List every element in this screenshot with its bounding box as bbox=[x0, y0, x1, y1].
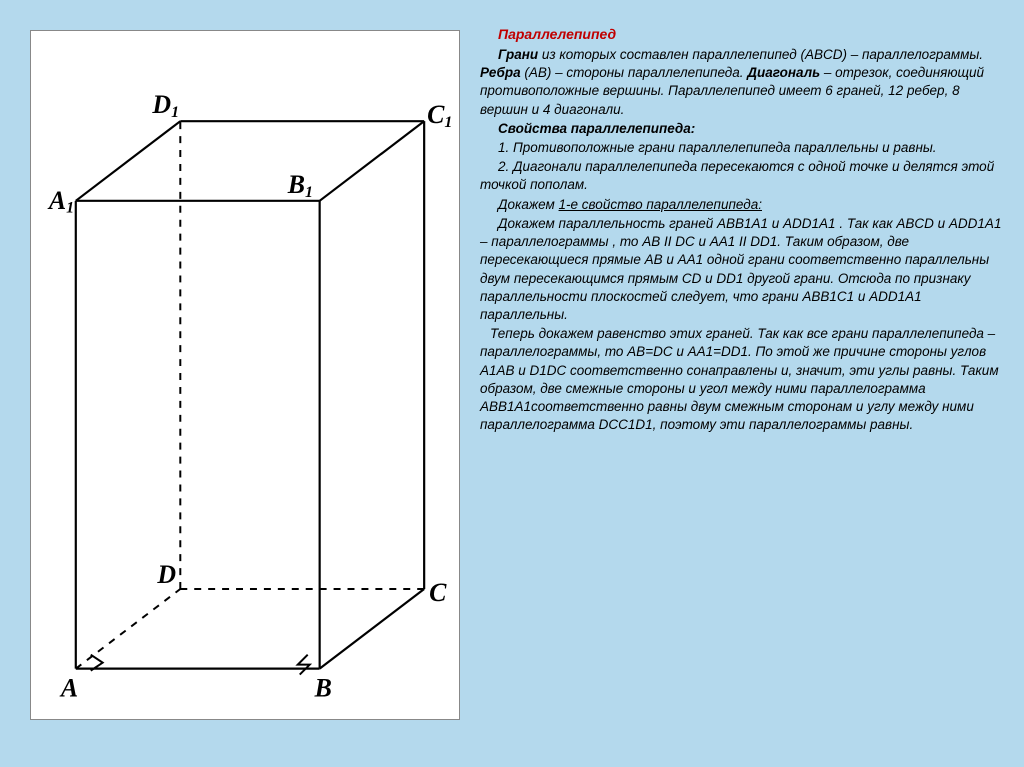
term-diagonal: Диагональ bbox=[747, 65, 820, 80]
svg-text:D1: D1 bbox=[151, 90, 179, 121]
svg-text:B: B bbox=[314, 673, 332, 702]
svg-text:B1: B1 bbox=[287, 170, 313, 201]
parallelepiped-diagram: A B C D A1 B1 C1 D1 bbox=[30, 30, 460, 720]
svg-text:C1: C1 bbox=[427, 100, 452, 131]
properties-heading: Свойства параллелепипеда: bbox=[480, 120, 1004, 138]
proof-equality: Теперь докажем равенство этих граней. Та… bbox=[480, 325, 1004, 434]
text-panel: Параллелепипед Грани из которых составле… bbox=[470, 0, 1024, 767]
intro-paragraph: Грани из которых составлен параллелепипе… bbox=[480, 46, 1004, 119]
svg-text:D: D bbox=[156, 560, 176, 589]
proof-parallelism: Докажем параллельность граней АВВ1А1 и А… bbox=[480, 215, 1004, 324]
parallelepiped-svg: A B C D A1 B1 C1 D1 bbox=[31, 31, 459, 719]
diagram-panel: A B C D A1 B1 C1 D1 bbox=[0, 0, 470, 767]
svg-text:A1: A1 bbox=[47, 186, 74, 217]
heading-title: Параллелепипед bbox=[480, 25, 1004, 44]
svg-text:A: A bbox=[59, 673, 78, 702]
term-faces: Грани bbox=[498, 47, 538, 62]
property-1: 1. Противоположные грани параллелепипеда… bbox=[480, 139, 1004, 157]
property-2: 2. Диагонали параллелепипеда пересекаютс… bbox=[480, 158, 1004, 194]
proof-lead: Докажем 1-е свойство параллелепипеда: bbox=[480, 196, 1004, 214]
proof-lead-underline: 1-е свойство параллелепипеда: bbox=[559, 197, 762, 212]
svg-text:C: C bbox=[429, 578, 447, 607]
term-edges: Ребра bbox=[480, 65, 521, 80]
